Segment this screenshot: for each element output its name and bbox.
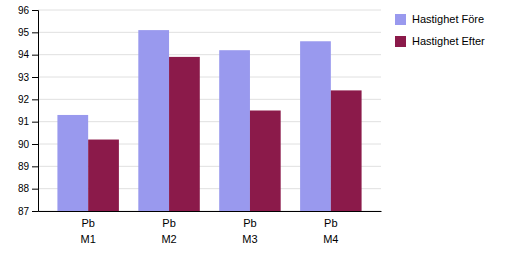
y-tick: 95 [18, 27, 38, 38]
x-tick: M4 [323, 233, 338, 245]
y-tick-mark [32, 10, 38, 11]
legend-item: Hastighet Före [395, 13, 484, 25]
y-tick: 92 [18, 94, 38, 105]
legend-swatch [395, 14, 406, 25]
x-tick-label: M3 [242, 233, 257, 245]
bar [57, 115, 88, 211]
annotations: Pb Pb Pb Pb [81, 217, 337, 229]
bar [88, 140, 119, 211]
bar-series [57, 30, 330, 211]
y-tick-mark [32, 189, 38, 190]
legend: Hastighet Före Hastighet Efter [395, 13, 485, 47]
y-tick: 87 [18, 206, 38, 217]
y-tick-label: 87 [18, 206, 30, 217]
bar [331, 90, 362, 211]
y-tick-label: 95 [18, 27, 30, 38]
x-tick-label: M2 [161, 233, 176, 245]
y-tick-label: 96 [18, 5, 30, 16]
annotation: Pb [324, 217, 337, 229]
y-tick-label: 88 [18, 183, 30, 194]
bar [169, 57, 200, 211]
x-tick: M1 [81, 233, 96, 245]
chart: 87 88 89 90 91 92 93 94 95 96 M1 M2 M3 M4 Pb Pb Pb Pb Hast… [0, 0, 516, 261]
bar [300, 41, 331, 211]
bar [219, 50, 250, 211]
axis-domain [39, 211, 382, 212]
legend-label: Hastighet Efter [412, 35, 485, 47]
y-tick: 90 [18, 139, 38, 150]
y-tick: 91 [18, 116, 38, 127]
y-tick-mark [32, 144, 38, 145]
y-tick: 96 [18, 5, 38, 16]
y-tick-mark [32, 166, 38, 167]
bar-series [88, 57, 361, 211]
y-tick-label: 93 [18, 72, 30, 83]
y-tick-mark [32, 122, 38, 123]
x-axis: M1 M2 M3 M4 [39, 212, 382, 245]
plot: 87 88 89 90 91 92 93 94 95 96 M1 M2 M3 M4 Pb Pb Pb Pb [18, 5, 382, 245]
x-tick: M3 [242, 233, 257, 245]
bar [250, 111, 281, 212]
legend-label: Hastighet Före [412, 13, 484, 25]
x-tick-label: M1 [81, 233, 96, 245]
y-tick-label: 91 [18, 116, 30, 127]
x-tick-label: M4 [323, 233, 338, 245]
legend-item: Hastighet Efter [395, 35, 485, 47]
legend-swatch [395, 36, 406, 47]
grid [38, 10, 381, 211]
y-tick-mark [32, 77, 38, 78]
grid-line [38, 32, 381, 33]
annotation: Pb [81, 217, 94, 229]
y-tick-label: 94 [18, 49, 30, 60]
bar [138, 30, 169, 211]
y-tick-label: 89 [18, 161, 30, 172]
axis-domain [32, 11, 39, 212]
grid-line [38, 10, 381, 11]
bars [57, 30, 361, 211]
annotation: Pb [162, 217, 175, 229]
x-tick: M2 [161, 233, 176, 245]
y-tick: 88 [18, 183, 38, 194]
y-tick-label: 92 [18, 94, 30, 105]
y-tick-label: 90 [18, 139, 30, 150]
y-tick-mark [32, 211, 38, 212]
y-tick-mark [32, 32, 38, 33]
y-tick: 94 [18, 49, 38, 60]
annotation: Pb [243, 217, 256, 229]
y-tick: 93 [18, 72, 38, 83]
y-tick: 89 [18, 161, 38, 172]
y-tick-mark [32, 55, 38, 56]
y-tick-mark [32, 99, 38, 100]
y-axis: 87 88 89 90 91 92 93 94 95 96 [18, 5, 39, 217]
